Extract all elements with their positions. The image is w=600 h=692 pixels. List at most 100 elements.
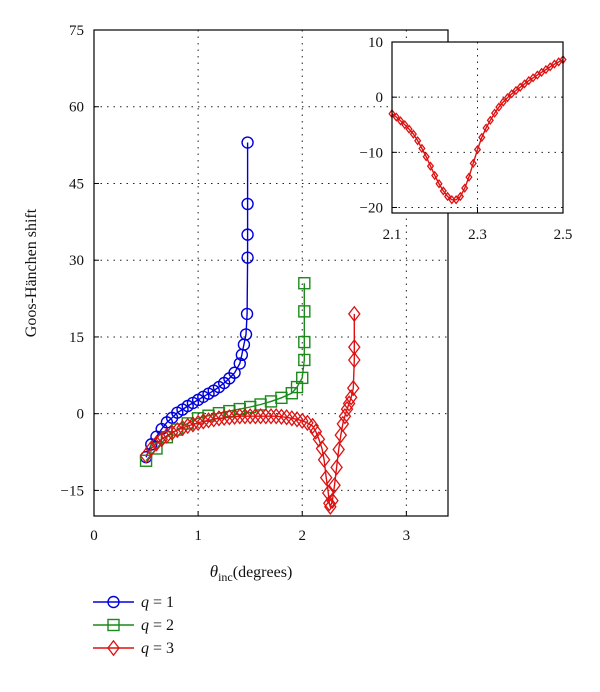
- x-tick-label: 2: [298, 528, 306, 544]
- diamond-marker: [150, 435, 163, 452]
- diamond-marker: [181, 417, 195, 435]
- diamond-marker: [347, 351, 361, 369]
- square-marker: [298, 335, 311, 349]
- x-axis-label-symbol: θ: [210, 562, 218, 581]
- diamond-marker: [405, 124, 413, 134]
- diamond-marker: [264, 408, 278, 425]
- main-plot-frame: [93, 29, 449, 517]
- diamond-marker: [431, 170, 439, 181]
- diamond-marker: [392, 112, 400, 122]
- diamond-marker: [439, 186, 447, 196]
- diamond-marker: [321, 484, 335, 502]
- legend-label: q = 2: [141, 617, 174, 634]
- x-axis-label-subscript: inc: [218, 570, 233, 584]
- legend-square-marker: [107, 618, 120, 632]
- legend-label: q = 1: [141, 594, 174, 611]
- legend: q = 1q = 2q = 3: [93, 594, 174, 657]
- diamond-marker: [334, 426, 348, 444]
- diamond-marker: [259, 408, 273, 425]
- y-tick-label: 0: [376, 90, 384, 106]
- diamond-marker: [347, 305, 361, 323]
- inset-chart: 2.1 2.3 2.5 −20 −10 0 10: [360, 35, 573, 243]
- diamond-marker: [340, 400, 354, 418]
- y-tick-label: −20: [360, 200, 383, 216]
- legend-label-value: = 3: [149, 640, 174, 657]
- x-tick-label: 1: [194, 528, 202, 544]
- diamond-marker: [243, 408, 257, 425]
- main-tick-labels: 0 1 2 3 −15 0 15 30 45 60 75: [61, 23, 411, 544]
- series-3: [139, 305, 361, 516]
- diamond-marker: [228, 408, 241, 425]
- legend-diamond-marker: [107, 639, 120, 657]
- diamond-marker: [346, 379, 360, 397]
- diamond-marker: [326, 492, 339, 509]
- x-tick-label: 3: [403, 528, 411, 544]
- diamond-marker: [495, 102, 503, 112]
- circle-marker: [233, 357, 246, 370]
- y-tick-label: 15: [69, 330, 84, 346]
- legend-label: q = 3: [141, 640, 174, 657]
- circle-marker: [241, 228, 254, 241]
- diamond-marker: [223, 409, 236, 426]
- diamond-marker: [452, 195, 460, 205]
- diamond-marker: [465, 172, 473, 182]
- diamond-marker: [516, 82, 524, 92]
- diamond-marker: [317, 451, 331, 468]
- diamond-marker: [443, 191, 452, 202]
- diamond-marker: [324, 498, 337, 516]
- legend-label-variable: q: [141, 617, 149, 634]
- diamond-marker: [344, 389, 358, 406]
- diamond-marker: [280, 409, 293, 426]
- diamond-marker: [202, 412, 215, 429]
- inset-series: [388, 54, 567, 205]
- diamond-marker: [197, 413, 210, 430]
- diamond-marker: [160, 427, 174, 444]
- diamond-marker: [176, 419, 189, 437]
- diamond-marker: [290, 411, 304, 428]
- main-series: [139, 136, 361, 516]
- legend-item-2: q = 2: [93, 617, 174, 634]
- diamond-marker: [414, 136, 422, 146]
- circle-marker: [241, 197, 254, 211]
- diamond-marker: [285, 410, 299, 427]
- diamond-marker: [401, 120, 409, 130]
- diamond-marker: [155, 431, 168, 448]
- diamond-marker: [347, 338, 361, 356]
- diamond-marker: [319, 469, 333, 486]
- diamond-marker: [144, 440, 158, 457]
- diamond-marker: [322, 494, 336, 512]
- legend-label-variable: q: [141, 594, 149, 611]
- diamond-marker: [435, 179, 443, 189]
- diamond-marker: [342, 395, 356, 412]
- legend-label-value: = 2: [149, 617, 174, 634]
- circle-marker: [241, 251, 254, 264]
- diamond-marker: [490, 108, 499, 118]
- y-tick-label: 45: [69, 176, 84, 192]
- y-tick-label: 0: [77, 407, 85, 423]
- y-tick-label: 75: [69, 23, 84, 39]
- diamond-marker: [520, 79, 529, 89]
- legend-item-3: q = 3: [93, 639, 174, 657]
- diamond-marker: [275, 408, 288, 425]
- legend-circle-marker: [107, 595, 120, 609]
- diamond-marker: [249, 408, 262, 425]
- diamond-marker: [217, 409, 231, 426]
- diamond-marker: [422, 152, 430, 162]
- circle-marker: [228, 366, 241, 379]
- diamond-marker: [456, 191, 465, 202]
- diamond-marker: [461, 183, 469, 193]
- circle-marker: [239, 328, 253, 341]
- diamond-marker: [328, 477, 341, 494]
- x-axis-label-units: (degrees): [233, 564, 293, 581]
- square-marker: [298, 305, 311, 318]
- diamond-marker: [212, 410, 226, 427]
- diamond-marker: [191, 414, 205, 432]
- y-tick-label: 60: [69, 100, 84, 116]
- diamond-marker: [306, 417, 319, 435]
- diamond-marker: [503, 93, 512, 103]
- diamond-marker: [473, 144, 482, 155]
- y-axis-label: Goos-Hänchen shift: [23, 208, 40, 337]
- diamond-marker: [330, 459, 343, 476]
- diamond-marker: [396, 116, 405, 126]
